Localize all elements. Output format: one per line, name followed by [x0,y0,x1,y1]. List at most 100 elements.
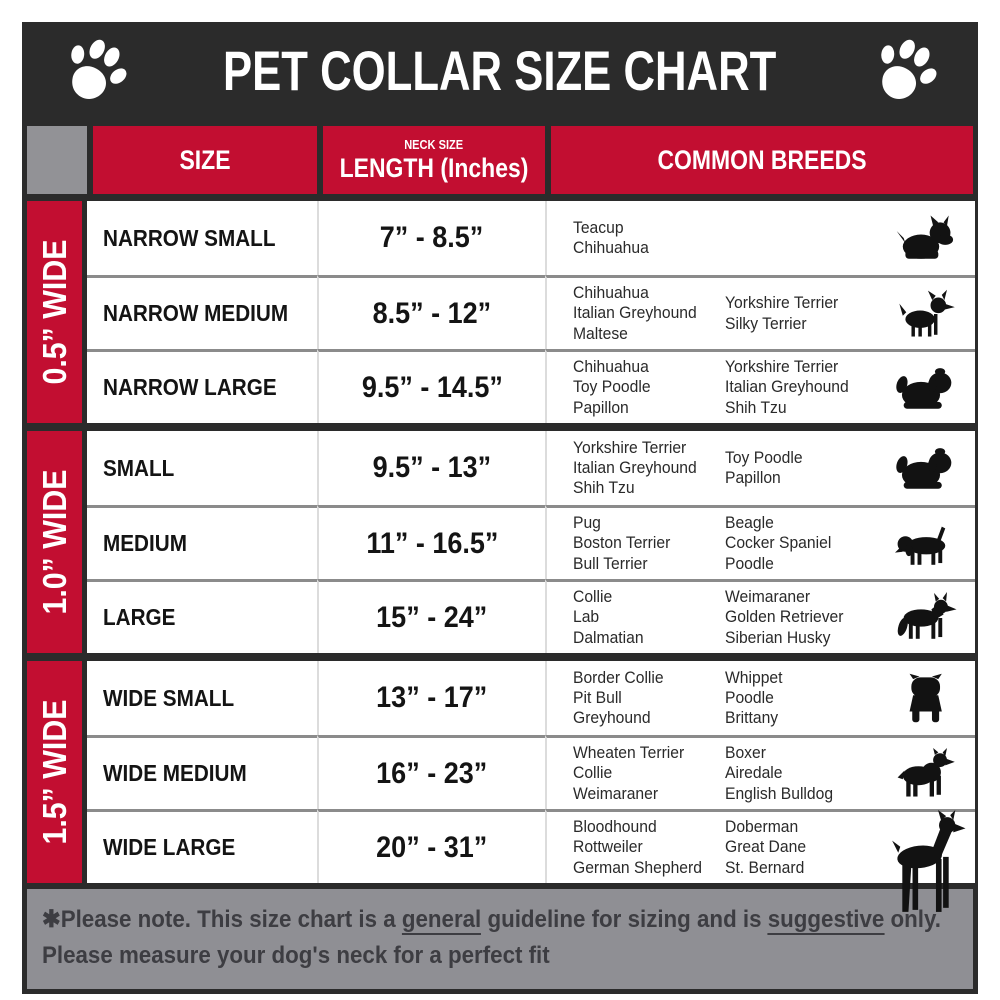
breed-name: Weimaraner [573,784,659,803]
group-width-label: 1.0” WIDE [27,431,87,653]
neck-range-cell: 13” - 17” [317,661,545,735]
breed-name: Greyhound [573,709,651,728]
breed-name: Yorkshire Terrier [573,438,687,457]
breed-name: Pit Bull [573,688,622,707]
breed-name: Brittany [725,709,779,728]
column-header-row: SIZE NECK SIZE LENGTH (Inches) COMMON BR… [27,126,973,194]
group-divider [27,423,973,431]
breed-name: St. Bernard [725,858,805,877]
size-cell: NARROW SMALL [87,201,317,275]
neck-range-cell: 16” - 23” [317,735,545,809]
breed-name: Maltese [573,324,628,343]
breed-name: English Bulldog [725,784,834,803]
breed-name: Papillon [725,469,781,487]
size-cell: WIDE SMALL [87,661,317,735]
neck-range-cell: 7” - 8.5” [317,201,545,275]
breed-name: Border Collie [573,668,664,687]
breed-name: Collie [573,588,613,607]
group-divider [27,653,973,661]
breed-name: Toy Poodle [725,448,803,467]
breed-name: Dalmatian [573,628,644,647]
breed-name: Silky Terrier [725,314,807,333]
size-column-header: SIZE [87,126,317,194]
breed-name: Bloodhound [573,818,657,837]
breeds-cell: Bloodhound Rottweiler German Shepherd Do… [545,809,975,912]
group-width-label: 1.5” WIDE [27,661,87,883]
yorkie-icon [877,212,975,264]
size-cell: WIDE LARGE [87,809,317,883]
title-bar: PET COLLAR SIZE CHART [22,22,978,118]
breeds-cell: Yorkshire Terrier Italian Greyhound Shih… [545,431,975,505]
breed-name: Whippet [725,668,783,687]
underlined-word: general [401,906,482,935]
chihuahua-icon [877,288,975,340]
breed-name: Toy Poodle [573,378,651,397]
size-cell: SMALL [87,431,317,505]
breed-name: German Shepherd [573,858,702,877]
bulldog-icon [877,672,975,724]
breed-name: Italian Greyhound [725,378,849,397]
breed-name: Lab [573,608,600,627]
breed-name: Shih Tzu [725,398,787,417]
breed-name: Pug [573,514,601,533]
neck-range-cell: 9.5” - 14.5” [317,349,545,423]
page-title: PET COLLAR SIZE CHART [223,38,777,102]
breeds-column-header: COMMON BREEDS [545,126,973,194]
size-header-label: SIZE [179,144,231,175]
breeds-header-label: COMMON BREEDS [657,144,867,175]
breed-name: Yorkshire Terrier [725,358,839,377]
breed-name: Boston Terrier [573,534,671,553]
shepherd-icon [877,591,975,644]
pitbull-icon [877,747,975,800]
footer-line-2: Please measure your dog's neck for a per… [42,942,550,969]
shih-tzu-icon [877,362,975,414]
neck-range-cell: 20” - 31” [317,809,545,883]
size-cell: MEDIUM [87,505,317,579]
footer-note: ✱Please note. This size chart is a gener… [27,889,973,989]
size-cell: WIDE MEDIUM [87,735,317,809]
doberman-icon [877,780,975,916]
breed-name: Airedale [725,764,783,783]
neck-range-cell: 11” - 16.5” [317,505,545,579]
breed-name: Golden Retriever [725,608,844,627]
size-cell: NARROW MEDIUM [87,275,317,349]
breeds-cell: Teacup Chihuahua [545,201,975,275]
breeds-cell: Chihuahua Toy Poodle Papillon Yorkshire … [545,349,975,423]
group-width-label: 0.5” WIDE [27,201,87,423]
neck-range-cell: 9.5” - 13” [317,431,545,505]
breed-name: Chihuahua [573,284,649,303]
breed-name: Italian Greyhound [573,458,697,477]
neck-range-cell: 8.5” - 12” [317,275,545,349]
neck-column-header: NECK SIZE LENGTH (Inches) [317,126,545,194]
breed-name: Rottweiler [573,838,643,857]
size-cell: NARROW LARGE [87,349,317,423]
beagle-icon [877,518,975,570]
breed-name: Bull Terrier [573,554,648,573]
breed-name: Cocker Spaniel [725,534,832,553]
paw-icon [881,39,937,99]
breeds-cell: Wheaten Terrier Collie Weimaraner Boxer … [545,735,975,809]
breeds-cell: Border Collie Pit Bull Greyhound Whippet… [545,661,975,735]
breed-name: Siberian Husky [725,628,831,647]
breed-name: Poodle [725,554,774,573]
size-cell: LARGE [87,579,317,653]
paw-icon [71,39,127,99]
breed-name: Weimaraner [725,588,811,607]
breed-name: Wheaten Terrier [573,744,685,763]
chart-frame: PET COLLAR SIZE CHART SIZE NECK SIZE LEN… [22,22,978,994]
breed-name: Yorkshire Terrier [725,294,839,313]
breed-name: Doberman [725,818,799,837]
neck-size-caption: NECK SIZE [404,136,464,152]
breed-name: Chihuahua [573,358,649,377]
width-group-0-5: 0.5” WIDE NARROW SMALL 7” - 8.5” Teacup … [27,201,975,423]
breeds-cell: Collie Lab Dalmatian Weimaraner Golden R… [545,579,975,653]
width-group-1-0: 1.0” WIDE SMALL 9.5” - 13” Yorkshire Ter… [27,431,975,653]
breed-name: Collie [573,764,613,783]
underlined-word: suggestive [767,906,885,935]
breeds-cell: Chihuahua Italian Greyhound Maltese York… [545,275,975,349]
breed-name: Chihuahua [573,239,649,257]
breed-name: Boxer [725,744,766,763]
neck-length-label: LENGTH (Inches) [339,152,529,183]
corner-cell [27,126,87,194]
